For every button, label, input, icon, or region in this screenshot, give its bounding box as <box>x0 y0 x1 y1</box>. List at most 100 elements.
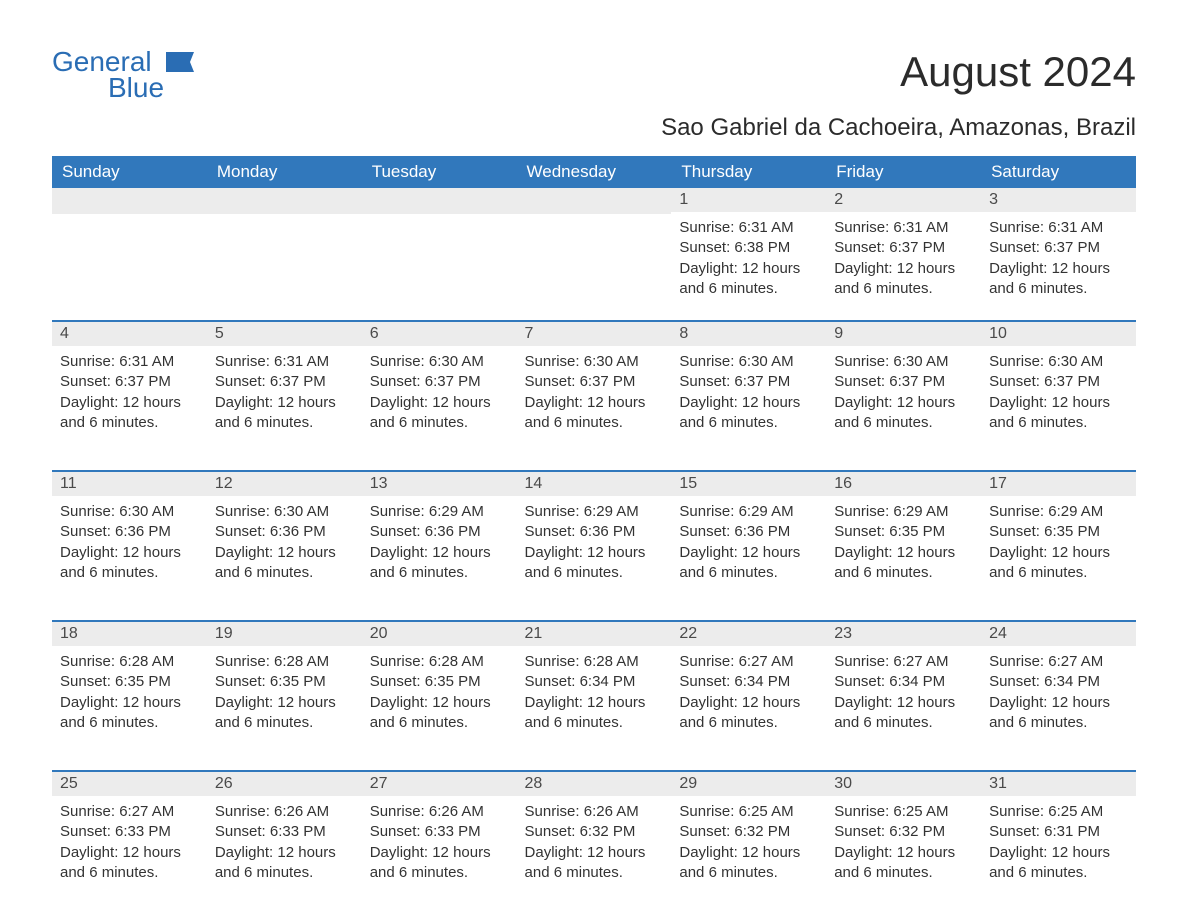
sunset-line: Sunset: 6:33 PM <box>370 822 509 842</box>
calendar-cell: 14Sunrise: 6:29 AMSunset: 6:36 PMDayligh… <box>517 470 672 620</box>
day-number-bar: 17 <box>981 470 1136 496</box>
calendar-header-row: Sunday Monday Tuesday Wednesday Thursday… <box>52 156 1136 188</box>
daylight-line: Daylight: 12 hours and 6 minutes. <box>679 843 818 884</box>
day-details: Sunrise: 6:28 AMSunset: 6:35 PMDaylight:… <box>362 646 517 737</box>
day-number-bar: 7 <box>517 320 672 346</box>
weekday-header: Friday <box>826 156 981 188</box>
calendar-cell: 31Sunrise: 6:25 AMSunset: 6:31 PMDayligh… <box>981 770 1136 920</box>
day-details: Sunrise: 6:26 AMSunset: 6:33 PMDaylight:… <box>362 796 517 887</box>
sunset-line: Sunset: 6:37 PM <box>679 372 818 392</box>
daylight-line: Daylight: 12 hours and 6 minutes. <box>679 259 818 300</box>
weekday-header: Monday <box>207 156 362 188</box>
day-details: Sunrise: 6:27 AMSunset: 6:34 PMDaylight:… <box>826 646 981 737</box>
day-details: Sunrise: 6:29 AMSunset: 6:36 PMDaylight:… <box>517 496 672 587</box>
calendar-cell: 30Sunrise: 6:25 AMSunset: 6:32 PMDayligh… <box>826 770 981 920</box>
day-number-bar: 13 <box>362 470 517 496</box>
sunrise-line: Sunrise: 6:26 AM <box>215 802 354 822</box>
brand-text: General Blue <box>52 48 164 102</box>
calendar-cell: 21Sunrise: 6:28 AMSunset: 6:34 PMDayligh… <box>517 620 672 770</box>
calendar-cell: 29Sunrise: 6:25 AMSunset: 6:32 PMDayligh… <box>671 770 826 920</box>
sunset-line: Sunset: 6:36 PM <box>370 522 509 542</box>
calendar-row: 11Sunrise: 6:30 AMSunset: 6:36 PMDayligh… <box>52 470 1136 620</box>
sunrise-line: Sunrise: 6:30 AM <box>525 352 664 372</box>
daylight-line: Daylight: 12 hours and 6 minutes. <box>370 393 509 434</box>
day-number-bar: 1 <box>671 188 826 212</box>
day-number-bar: 5 <box>207 320 362 346</box>
calendar-cell: 4Sunrise: 6:31 AMSunset: 6:37 PMDaylight… <box>52 320 207 470</box>
sunset-line: Sunset: 6:31 PM <box>989 822 1128 842</box>
daylight-line: Daylight: 12 hours and 6 minutes. <box>60 393 199 434</box>
day-number-bar: 27 <box>362 770 517 796</box>
day-number-bar: 15 <box>671 470 826 496</box>
calendar-cell: 28Sunrise: 6:26 AMSunset: 6:32 PMDayligh… <box>517 770 672 920</box>
calendar-cell: 27Sunrise: 6:26 AMSunset: 6:33 PMDayligh… <box>362 770 517 920</box>
calendar-cell: 22Sunrise: 6:27 AMSunset: 6:34 PMDayligh… <box>671 620 826 770</box>
day-details: Sunrise: 6:31 AMSunset: 6:37 PMDaylight:… <box>981 212 1136 303</box>
daylight-line: Daylight: 12 hours and 6 minutes. <box>525 843 664 884</box>
calendar-row: 4Sunrise: 6:31 AMSunset: 6:37 PMDaylight… <box>52 320 1136 470</box>
calendar-cell: 20Sunrise: 6:28 AMSunset: 6:35 PMDayligh… <box>362 620 517 770</box>
day-details: Sunrise: 6:27 AMSunset: 6:34 PMDaylight:… <box>981 646 1136 737</box>
daylight-line: Daylight: 12 hours and 6 minutes. <box>60 543 199 584</box>
daylight-line: Daylight: 12 hours and 6 minutes. <box>834 843 973 884</box>
calendar-row: 1Sunrise: 6:31 AMSunset: 6:38 PMDaylight… <box>52 188 1136 320</box>
day-number-bar: 30 <box>826 770 981 796</box>
sunrise-line: Sunrise: 6:31 AM <box>679 218 818 238</box>
calendar-row: 18Sunrise: 6:28 AMSunset: 6:35 PMDayligh… <box>52 620 1136 770</box>
day-number-bar: 16 <box>826 470 981 496</box>
day-details: Sunrise: 6:30 AMSunset: 6:36 PMDaylight:… <box>52 496 207 587</box>
weekday-header: Wednesday <box>517 156 672 188</box>
day-number-bar: 21 <box>517 620 672 646</box>
sunrise-line: Sunrise: 6:30 AM <box>989 352 1128 372</box>
day-number-bar: 20 <box>362 620 517 646</box>
sunrise-line: Sunrise: 6:27 AM <box>989 652 1128 672</box>
daylight-line: Daylight: 12 hours and 6 minutes. <box>679 693 818 734</box>
sunrise-line: Sunrise: 6:31 AM <box>215 352 354 372</box>
sunset-line: Sunset: 6:34 PM <box>989 672 1128 692</box>
sunset-line: Sunset: 6:37 PM <box>215 372 354 392</box>
sunset-line: Sunset: 6:36 PM <box>60 522 199 542</box>
calendar-cell: 9Sunrise: 6:30 AMSunset: 6:37 PMDaylight… <box>826 320 981 470</box>
day-number-bar <box>517 188 672 214</box>
daylight-line: Daylight: 12 hours and 6 minutes. <box>370 543 509 584</box>
sunset-line: Sunset: 6:37 PM <box>834 372 973 392</box>
calendar-cell: 16Sunrise: 6:29 AMSunset: 6:35 PMDayligh… <box>826 470 981 620</box>
sunrise-line: Sunrise: 6:31 AM <box>60 352 199 372</box>
day-details: Sunrise: 6:25 AMSunset: 6:31 PMDaylight:… <box>981 796 1136 887</box>
day-details: Sunrise: 6:29 AMSunset: 6:36 PMDaylight:… <box>362 496 517 587</box>
calendar-cell: 6Sunrise: 6:30 AMSunset: 6:37 PMDaylight… <box>362 320 517 470</box>
sunrise-line: Sunrise: 6:28 AM <box>215 652 354 672</box>
day-number-bar: 31 <box>981 770 1136 796</box>
sunrise-line: Sunrise: 6:30 AM <box>60 502 199 522</box>
day-details: Sunrise: 6:28 AMSunset: 6:35 PMDaylight:… <box>52 646 207 737</box>
sunrise-line: Sunrise: 6:27 AM <box>60 802 199 822</box>
daylight-line: Daylight: 12 hours and 6 minutes. <box>679 543 818 584</box>
day-details: Sunrise: 6:31 AMSunset: 6:38 PMDaylight:… <box>671 212 826 303</box>
calendar-cell <box>517 188 672 320</box>
header: General Blue August 2024 Sao Gabriel da … <box>52 48 1136 142</box>
day-details: Sunrise: 6:31 AMSunset: 6:37 PMDaylight:… <box>52 346 207 437</box>
day-details: Sunrise: 6:29 AMSunset: 6:35 PMDaylight:… <box>826 496 981 587</box>
sunrise-line: Sunrise: 6:26 AM <box>525 802 664 822</box>
daylight-line: Daylight: 12 hours and 6 minutes. <box>989 543 1128 584</box>
daylight-line: Daylight: 12 hours and 6 minutes. <box>60 843 199 884</box>
day-number-bar: 6 <box>362 320 517 346</box>
day-details: Sunrise: 6:31 AMSunset: 6:37 PMDaylight:… <box>826 212 981 303</box>
daylight-line: Daylight: 12 hours and 6 minutes. <box>215 693 354 734</box>
calendar-cell <box>207 188 362 320</box>
sunrise-line: Sunrise: 6:26 AM <box>370 802 509 822</box>
calendar-cell: 10Sunrise: 6:30 AMSunset: 6:37 PMDayligh… <box>981 320 1136 470</box>
sunset-line: Sunset: 6:36 PM <box>525 522 664 542</box>
day-number-bar: 19 <box>207 620 362 646</box>
daylight-line: Daylight: 12 hours and 6 minutes. <box>834 693 973 734</box>
calendar-cell: 12Sunrise: 6:30 AMSunset: 6:36 PMDayligh… <box>207 470 362 620</box>
calendar-cell: 25Sunrise: 6:27 AMSunset: 6:33 PMDayligh… <box>52 770 207 920</box>
location-subtitle: Sao Gabriel da Cachoeira, Amazonas, Braz… <box>661 114 1136 142</box>
sunset-line: Sunset: 6:38 PM <box>679 238 818 258</box>
day-number-bar: 28 <box>517 770 672 796</box>
sunrise-line: Sunrise: 6:29 AM <box>370 502 509 522</box>
sunset-line: Sunset: 6:35 PM <box>60 672 199 692</box>
calendar-cell: 17Sunrise: 6:29 AMSunset: 6:35 PMDayligh… <box>981 470 1136 620</box>
sunset-line: Sunset: 6:35 PM <box>989 522 1128 542</box>
day-details: Sunrise: 6:30 AMSunset: 6:37 PMDaylight:… <box>981 346 1136 437</box>
